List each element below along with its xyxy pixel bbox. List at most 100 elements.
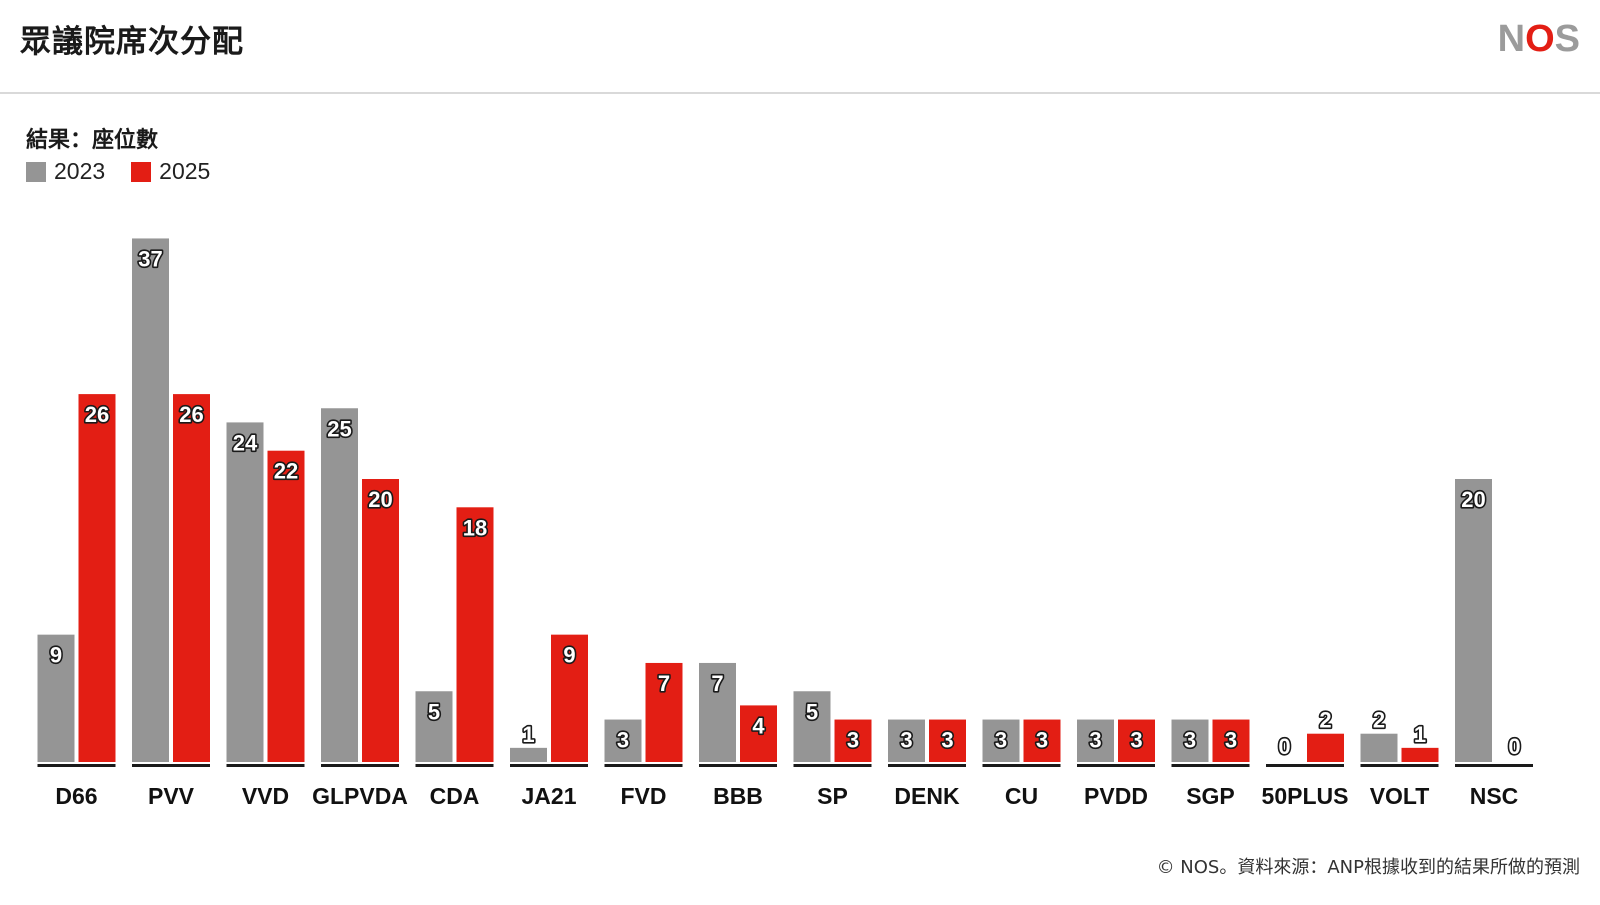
value-label-2023-50plus: 0 — [1278, 734, 1290, 759]
baseline-bbb — [699, 764, 777, 767]
value-label-2023-pvdd: 3 — [1089, 728, 1101, 753]
bar-2025-volt — [1401, 747, 1439, 762]
nos-logo: NOS — [1498, 18, 1580, 61]
bar-2025-vvd — [267, 450, 305, 762]
value-label-2023-sgp: 3 — [1184, 728, 1196, 753]
bar-2025-pvv — [173, 394, 210, 762]
category-label-50plus: 50PLUS — [1262, 783, 1349, 809]
category-label-nsc: NSC — [1470, 783, 1519, 809]
value-label-2023-pvv: 37 — [138, 246, 162, 271]
category-label-bbb: BBB — [713, 783, 763, 809]
category-label-pvdd: PVDD — [1084, 783, 1148, 809]
value-label-2023-denk: 3 — [900, 728, 912, 753]
category-label-volt: VOLT — [1370, 783, 1430, 809]
baseline-cda — [415, 764, 494, 767]
legend-item-2023: 2023 — [26, 158, 105, 185]
value-label-2025-nsc: 0 — [1508, 734, 1520, 759]
baseline-denk — [888, 764, 966, 767]
value-label-2025-fvd: 7 — [658, 671, 670, 696]
legend-swatch-2025 — [131, 161, 152, 182]
bar-2023-ja21 — [510, 747, 547, 762]
baseline-pvv — [132, 764, 210, 767]
category-label-vvd: VVD — [242, 783, 289, 809]
bar-2023-nsc — [1455, 479, 1492, 762]
baseline-pvdd — [1077, 764, 1155, 767]
bar-2023-bbb — [699, 662, 736, 762]
category-label-pvv: PVV — [148, 783, 195, 809]
value-label-2023-fvd: 3 — [617, 728, 629, 753]
category-label-sp: SP — [817, 783, 848, 809]
bar-2025-bbb — [740, 705, 777, 762]
bar-2025-cu — [1023, 719, 1061, 762]
value-label-2023-ja21: 1 — [522, 722, 534, 747]
value-label-2023-glpvda: 25 — [327, 416, 351, 441]
legend-swatch-2023 — [26, 161, 46, 182]
bar-2023-denk — [888, 719, 925, 762]
bar-2025-sgp — [1212, 719, 1250, 762]
value-label-2023-bbb: 7 — [711, 671, 723, 696]
bar-2023-cu — [982, 719, 1020, 762]
bar-2023-vvd — [226, 422, 264, 762]
bar-2025-fvd — [645, 662, 683, 762]
bar-2023-sp — [793, 691, 831, 762]
legend-label-2025: 2025 — [159, 158, 211, 184]
category-label-d66: D66 — [55, 783, 97, 809]
baseline-volt — [1360, 764, 1439, 767]
value-label-2025-glpvda: 20 — [368, 487, 392, 512]
bar-2023-volt — [1360, 733, 1398, 762]
value-label-2023-cda: 5 — [428, 699, 440, 724]
logo-letter-n: N — [1497, 18, 1526, 60]
value-label-2023-nsc: 20 — [1461, 487, 1485, 512]
value-label-2023-d66: 9 — [50, 643, 62, 668]
bar-2025-ja21 — [551, 634, 588, 762]
category-label-fvd: FVD — [621, 783, 667, 809]
value-label-2025-bbb: 4 — [752, 713, 765, 738]
footer-credit: © NOS。資料來源：ANP根據收到的結果所做的預測 — [1156, 857, 1580, 878]
baseline-ja21 — [510, 764, 588, 767]
value-label-2023-sp: 5 — [806, 699, 818, 724]
baseline-vvd — [226, 764, 305, 767]
bar-2025-cda — [456, 507, 494, 762]
bar-2025-denk — [929, 719, 966, 762]
baseline-fvd — [604, 764, 683, 767]
value-label-2025-d66: 26 — [85, 402, 109, 427]
legend: 2023 2025 — [26, 158, 236, 185]
bar-2023-fvd — [604, 719, 642, 762]
value-label-2025-denk: 3 — [941, 728, 953, 753]
bar-2025-d66 — [78, 394, 116, 762]
bar-2025-pvdd — [1118, 719, 1155, 762]
baseline-glpvda — [321, 764, 399, 767]
value-label-2025-50plus: 2 — [1319, 708, 1331, 733]
baseline-d66 — [37, 764, 116, 767]
header: 眾議院席次分配 NOS — [0, 0, 1600, 94]
category-label-cu: CU — [1005, 783, 1038, 809]
bar-2023-pvv — [132, 238, 169, 762]
bar-2025-glpvda — [362, 479, 399, 762]
baseline-sp — [793, 764, 872, 767]
value-label-2025-pvv: 26 — [179, 402, 203, 427]
bar-2023-cda — [415, 691, 453, 762]
value-label-2025-ja21: 9 — [563, 643, 575, 668]
logo-letter-o: O — [1525, 18, 1555, 60]
legend-label-2023: 2023 — [54, 158, 106, 184]
category-label-sgp: SGP — [1186, 783, 1235, 809]
value-label-2025-sgp: 3 — [1225, 728, 1237, 753]
bar-2023-glpvda — [321, 408, 358, 762]
value-label-2025-pvdd: 3 — [1130, 728, 1142, 753]
baseline-cu — [982, 764, 1061, 767]
page-title: 眾議院席次分配 — [20, 24, 244, 60]
category-label-glpvda: GLPVDA — [312, 783, 408, 809]
category-label-cda: CDA — [430, 783, 480, 809]
bar-2023-pvdd — [1077, 719, 1114, 762]
category-label-ja21: JA21 — [522, 783, 577, 809]
category-label-denk: DENK — [894, 783, 960, 809]
baseline-50plus — [1266, 764, 1344, 767]
value-label-2025-volt: 1 — [1414, 722, 1426, 747]
value-label-2025-cu: 3 — [1036, 728, 1048, 753]
value-label-2025-sp: 3 — [847, 728, 859, 753]
bar-2025-sp — [834, 719, 872, 762]
bar-2023-d66 — [37, 634, 75, 762]
value-label-2023-vvd: 24 — [233, 430, 258, 455]
value-label-2023-volt: 2 — [1373, 708, 1385, 733]
